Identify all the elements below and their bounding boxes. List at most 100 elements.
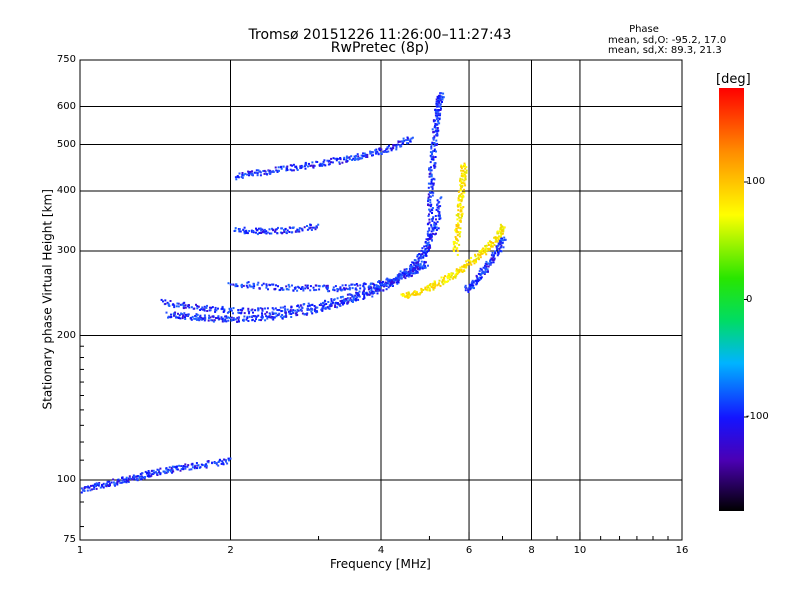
data-point (204, 310, 206, 312)
data-point (257, 315, 259, 317)
data-point (276, 232, 278, 234)
data-point (431, 286, 433, 288)
data-point (428, 287, 430, 289)
data-point (421, 247, 423, 249)
data-point (450, 273, 452, 275)
data-point (191, 306, 193, 308)
x-tick-label: 4 (366, 545, 396, 556)
data-point (432, 233, 434, 235)
data-point (414, 269, 416, 271)
data-point (385, 148, 387, 150)
data-point (309, 165, 311, 167)
data-point (291, 306, 293, 308)
data-point (192, 316, 194, 318)
data-point (176, 466, 178, 468)
data-point (83, 487, 85, 489)
data-point (469, 286, 471, 288)
data-point (223, 310, 225, 312)
data-point (162, 300, 164, 302)
data-point (420, 263, 422, 265)
data-point (402, 272, 404, 274)
data-point (266, 174, 268, 176)
data-point (460, 204, 462, 206)
data-point (240, 231, 242, 233)
data-point (469, 262, 471, 264)
data-point (391, 148, 393, 150)
data-point (334, 158, 336, 160)
data-point (280, 310, 282, 312)
data-point (365, 283, 367, 285)
data-point (477, 257, 479, 259)
data-point (431, 239, 433, 241)
data-point (302, 288, 304, 290)
x-axis-label: Frequency [MHz] (330, 558, 430, 571)
data-point (426, 238, 428, 240)
data-point (458, 244, 460, 246)
data-point (129, 477, 131, 479)
data-point (226, 317, 228, 319)
data-point (435, 151, 437, 153)
data-point (223, 459, 225, 461)
data-point (274, 231, 276, 233)
data-point (232, 312, 234, 314)
data-point (371, 151, 373, 153)
data-point (257, 282, 259, 284)
data-point (430, 166, 432, 168)
data-point (221, 308, 223, 310)
data-point (406, 268, 408, 270)
data-point (288, 231, 290, 233)
data-point (313, 287, 315, 289)
data-point (346, 156, 348, 158)
data-point (429, 201, 431, 203)
data-point (430, 146, 432, 148)
data-point (261, 312, 263, 314)
data-point (441, 277, 443, 279)
data-point (421, 289, 423, 291)
data-point (291, 232, 293, 234)
data-point (327, 285, 329, 287)
data-point (285, 285, 287, 287)
data-point (449, 278, 451, 280)
data-point (248, 174, 250, 176)
data-point (334, 289, 336, 291)
data-point (124, 479, 126, 481)
data-point (425, 245, 427, 247)
data-point (349, 293, 351, 295)
data-point (283, 166, 285, 168)
data-point (200, 466, 202, 468)
data-point (474, 254, 476, 256)
data-point (455, 274, 457, 276)
y-axis-label: Stationary phase Virtual Height [km] (42, 190, 55, 410)
data-point (431, 186, 433, 188)
data-point (247, 308, 249, 310)
y-tick-label: 200 (36, 330, 76, 341)
data-point (298, 310, 300, 312)
data-point (205, 307, 207, 309)
data-point (350, 284, 352, 286)
data-point (268, 316, 270, 318)
data-point (184, 466, 186, 468)
data-point (309, 289, 311, 291)
data-point (106, 485, 108, 487)
data-point (460, 221, 462, 223)
data-point (485, 247, 487, 249)
x-tick-label: 1 (65, 545, 95, 556)
data-point (440, 108, 442, 110)
data-point (209, 307, 211, 309)
data-point (429, 199, 431, 201)
data-point (349, 158, 351, 160)
data-point (330, 304, 332, 306)
data-point (261, 314, 263, 316)
data-point (111, 482, 113, 484)
y-tick-label: 300 (36, 245, 76, 256)
data-point (442, 279, 444, 281)
data-point (341, 162, 343, 164)
data-point (462, 173, 464, 175)
data-point (257, 174, 259, 176)
data-point (228, 282, 230, 284)
data-point (300, 167, 302, 169)
data-point (296, 290, 298, 292)
data-point (383, 284, 385, 286)
data-point (169, 466, 171, 468)
data-point (342, 289, 344, 291)
